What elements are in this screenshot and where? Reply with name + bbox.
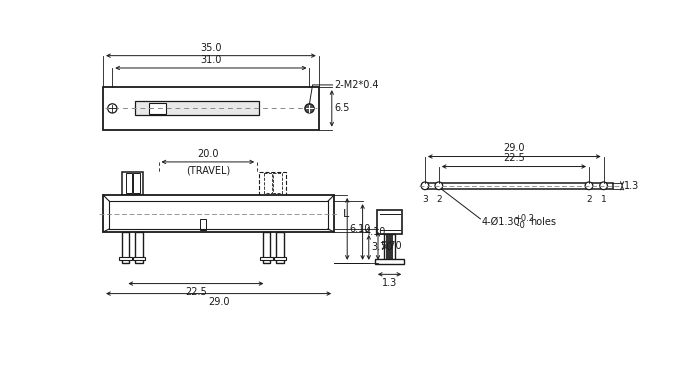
Circle shape: [585, 182, 593, 190]
Bar: [377, 211, 402, 233]
Bar: [126, 174, 132, 193]
Text: 35.0: 35.0: [200, 43, 222, 53]
Bar: [135, 101, 258, 115]
Bar: [103, 87, 318, 129]
Text: 29.0: 29.0: [208, 297, 230, 307]
Bar: [258, 172, 286, 195]
Text: 22.5: 22.5: [185, 288, 206, 297]
Text: 2-M2*0.4: 2-M2*0.4: [334, 80, 379, 90]
Bar: [119, 257, 132, 260]
Text: 6.5: 6.5: [334, 103, 349, 113]
Text: (TRAVEL): (TRAVEL): [186, 165, 230, 175]
Bar: [264, 174, 272, 193]
Text: 4-Ø1.30: 4-Ø1.30: [482, 217, 521, 227]
Bar: [274, 174, 281, 193]
Bar: [134, 174, 140, 193]
Text: 5.70: 5.70: [380, 241, 402, 251]
Circle shape: [108, 104, 117, 113]
Text: 3.70: 3.70: [371, 242, 393, 252]
Circle shape: [421, 182, 429, 190]
Text: 2: 2: [586, 195, 592, 204]
Bar: [276, 232, 284, 263]
Circle shape: [600, 182, 608, 190]
Bar: [135, 232, 143, 263]
Circle shape: [305, 104, 314, 113]
Bar: [425, 183, 613, 189]
Text: 6.10: 6.10: [349, 224, 371, 234]
Bar: [384, 233, 395, 260]
Text: 31.0: 31.0: [200, 55, 222, 65]
Text: 3: 3: [422, 195, 428, 204]
Text: 1: 1: [601, 195, 606, 204]
Text: -0: -0: [514, 221, 525, 230]
Text: 20.0: 20.0: [197, 149, 218, 159]
Bar: [260, 257, 272, 260]
Bar: [149, 102, 167, 114]
Text: 1.3: 1.3: [624, 181, 640, 191]
Bar: [122, 172, 144, 195]
Bar: [274, 257, 286, 260]
Bar: [386, 235, 393, 260]
Text: 22.5: 22.5: [503, 153, 525, 163]
Bar: [133, 257, 146, 260]
Text: 29.0: 29.0: [503, 144, 525, 153]
Text: 2: 2: [436, 195, 442, 204]
Text: +0.2: +0.2: [514, 214, 534, 223]
Text: 1.3: 1.3: [382, 278, 397, 288]
Bar: [375, 259, 404, 264]
Circle shape: [435, 182, 442, 190]
Text: holes: holes: [530, 217, 556, 227]
Text: 4.10: 4.10: [365, 227, 386, 237]
Bar: [103, 195, 334, 232]
Bar: [200, 219, 206, 230]
Bar: [262, 232, 270, 263]
Bar: [122, 232, 130, 263]
Text: L: L: [344, 209, 349, 218]
